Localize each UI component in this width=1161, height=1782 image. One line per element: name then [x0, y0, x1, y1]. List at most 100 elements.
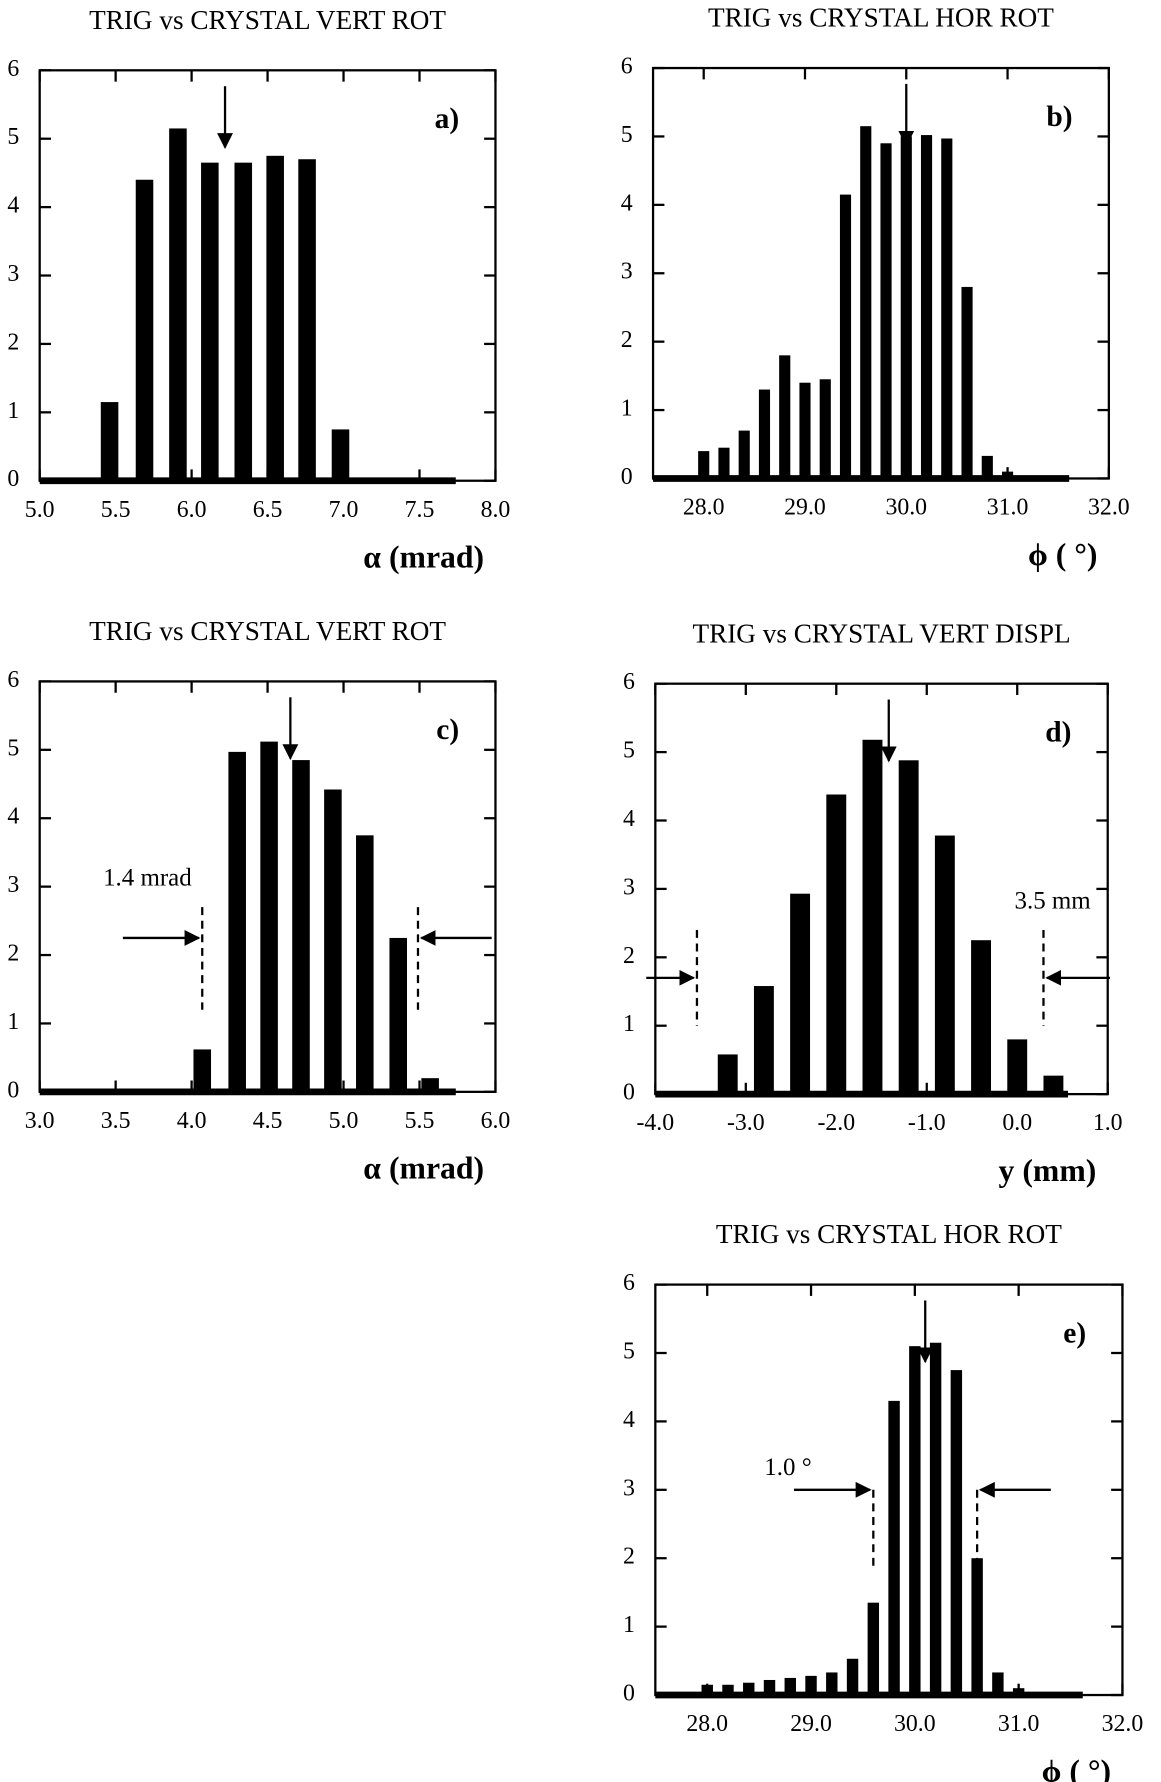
x-tick-label: 7.5 [405, 497, 435, 523]
x-tick-label: 28.0 [686, 1711, 728, 1737]
y-tick-label: 1 [623, 1011, 635, 1037]
bar [992, 1672, 1004, 1696]
bar [201, 162, 219, 481]
bar [862, 739, 883, 1095]
bar [909, 1346, 921, 1696]
bar [193, 1049, 212, 1092]
y-tick-label: 3 [623, 1475, 635, 1501]
bar [846, 1658, 859, 1696]
y-tick-label: 2 [7, 329, 19, 355]
bar [331, 429, 350, 481]
x-tick-label: 6.5 [253, 497, 283, 523]
bar [805, 1675, 817, 1696]
x-tick-label: 31.0 [998, 1711, 1040, 1737]
x-tick-label: 28.0 [683, 495, 725, 521]
x-tick-label: 3.0 [25, 1108, 55, 1134]
bar [898, 760, 919, 1095]
bar [1012, 1688, 1025, 1696]
bar [324, 789, 342, 1092]
bar [738, 430, 750, 479]
x-tick-label: 3.5 [101, 1108, 131, 1134]
y-tick-label: 6 [7, 56, 19, 82]
bar [971, 940, 991, 1095]
x-tick-label: 5.5 [101, 497, 131, 523]
panel-label: d) [1045, 716, 1071, 748]
bar [961, 286, 973, 479]
bar [867, 1602, 880, 1696]
y-tick-label: 0 [623, 1680, 635, 1706]
bar [298, 159, 316, 481]
y-tick-label: 3 [623, 874, 635, 900]
panel-label: a) [435, 103, 460, 135]
y-tick-label: 0 [7, 466, 19, 492]
x-axis-label: α (mrad) [363, 1150, 484, 1185]
x-tick-label: 32.0 [1088, 495, 1130, 521]
y-tick-label: 4 [623, 1407, 635, 1433]
x-tick-label: 8.0 [481, 497, 511, 523]
x-axis-label: α (mrad) [363, 539, 484, 574]
y-tick-label: 3 [621, 259, 633, 285]
bar [1001, 471, 1014, 479]
bar [758, 389, 771, 479]
x-tick-label: 29.0 [790, 1711, 832, 1737]
bar [826, 794, 847, 1095]
y-tick-label: 6 [623, 1270, 635, 1296]
bar [971, 1558, 983, 1696]
bar [356, 835, 374, 1092]
y-tick-label: 1 [621, 396, 633, 422]
y-tick-label: 0 [621, 464, 633, 490]
panel-label: e) [1063, 1317, 1086, 1349]
panel-label: b) [1046, 101, 1072, 133]
bar [135, 179, 154, 481]
y-tick-label: 5 [621, 122, 633, 148]
bar [698, 451, 710, 479]
bar [1043, 1075, 1064, 1095]
x-tick-label: 4.0 [177, 1108, 207, 1134]
x-tick-label: 5.0 [25, 497, 55, 523]
y-tick-label: 5 [7, 124, 19, 150]
bar [888, 1400, 900, 1696]
bar [920, 135, 933, 479]
x-tick-label: 30.0 [885, 495, 927, 521]
y-tick-label: 2 [7, 941, 19, 967]
bar [1007, 1039, 1028, 1095]
x-tick-label: 1.0 [1093, 1110, 1123, 1136]
y-tick-label: 1 [7, 398, 19, 424]
bar [779, 355, 791, 479]
bar [799, 382, 811, 479]
bar [784, 1677, 796, 1696]
bar [718, 447, 730, 479]
x-tick-label: 5.0 [329, 1108, 359, 1134]
bar [819, 379, 831, 479]
y-tick-label: 2 [621, 327, 633, 353]
width-label: 3.5 mm [1015, 887, 1091, 914]
y-tick-label: 4 [7, 804, 19, 830]
bar [763, 1679, 776, 1696]
x-axis-label: y (mm) [999, 1153, 1097, 1188]
bar [260, 741, 278, 1092]
bar [860, 126, 872, 479]
bar [722, 1684, 734, 1696]
x-tick-label: 4.5 [253, 1108, 283, 1134]
chart-title: TRIG vs CRYSTAL VERT DISPL [692, 618, 1070, 648]
x-tick-label: -1.0 [908, 1110, 946, 1136]
bar [743, 1682, 755, 1696]
bar [234, 162, 253, 481]
y-tick-label: 2 [623, 943, 635, 969]
y-tick-label: 5 [7, 735, 19, 761]
panel-label: c) [436, 714, 459, 746]
y-tick-label: 3 [7, 872, 19, 898]
bar [826, 1672, 838, 1696]
bar [169, 128, 187, 481]
x-tick-label: -3.0 [727, 1110, 765, 1136]
y-tick-label: 6 [623, 669, 635, 695]
bar [701, 1684, 713, 1696]
y-tick-label: 2 [623, 1544, 635, 1570]
chart-title: TRIG vs CRYSTAL HOR ROT [708, 3, 1054, 33]
bar [266, 155, 284, 481]
x-tick-label: -2.0 [817, 1110, 855, 1136]
y-tick-label: 3 [7, 261, 19, 287]
bar [839, 194, 852, 479]
bar [100, 402, 119, 481]
bar [929, 1342, 942, 1696]
